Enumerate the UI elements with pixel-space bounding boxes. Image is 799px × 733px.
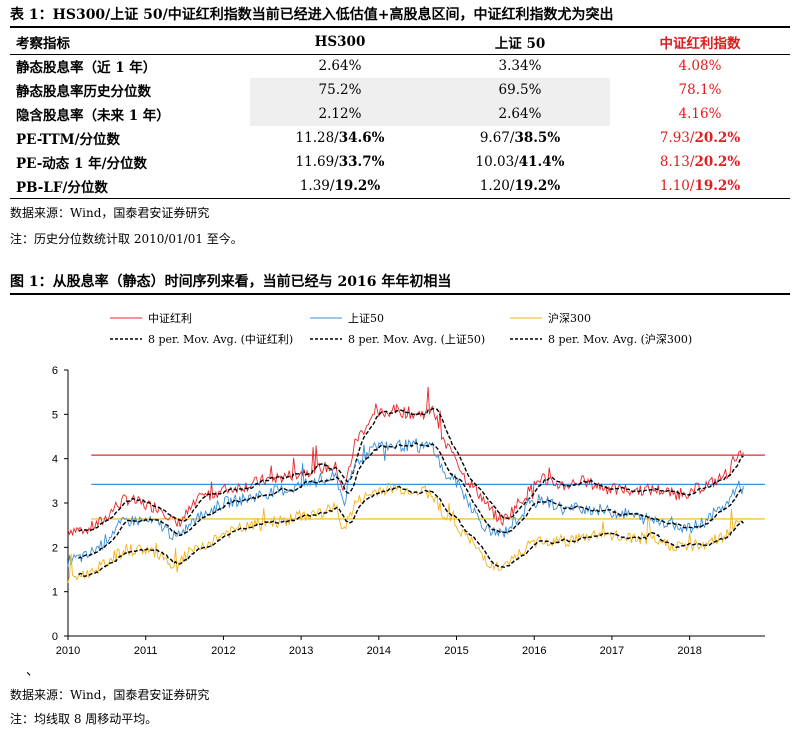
table-cell: 2.64% <box>430 102 610 126</box>
header-hs300: HS300 <box>250 30 430 55</box>
table-cell: 78.1% <box>610 78 790 102</box>
x-tick-label: 2013 <box>289 645 313 657</box>
table-cell: 11.69/33.7% <box>295 154 385 170</box>
figure-title: 图 1：从股息率（静态）时间序列来看，当前已经与 2016 年年初相当 <box>10 271 790 295</box>
row-label: 静态股息率（近 1 年） <box>16 60 157 77</box>
legend-label: 8 per. Mov. Avg. (中证红利) <box>148 333 293 346</box>
x-tick-label: 2018 <box>677 645 701 657</box>
x-tick-label: 2015 <box>444 645 468 657</box>
x-tick-label: 2011 <box>134 645 158 657</box>
table-cell: 10.03/41.4% <box>475 154 565 170</box>
table-title: 表 1：HS300/上证 50/中证红利指数当前已经进入低估值+高股息区间，中证… <box>10 4 790 28</box>
dividend-yield-chart: 0 1 2 3 4 5 6 2010 2011 2012 2013 2014 2015 2016 2017 2… <box>10 300 790 675</box>
y-tick-label: 5 <box>52 409 58 421</box>
table-cell: 2.12% <box>250 102 430 126</box>
x-tick-label: 2016 <box>522 645 546 657</box>
table-row: 隐含股息率（未来 1 年） 2.12% 2.64% 4.16% <box>10 102 790 126</box>
row-label: PB-LF/分位数 <box>10 174 250 199</box>
y-tick-label: 1 <box>52 587 58 599</box>
x-tick-label: 2012 <box>211 645 235 657</box>
chart-svg: 0 1 2 3 4 5 6 2010 2011 2012 2013 2014 2015 2016 2017 2… <box>52 311 765 657</box>
y-tick-label: 6 <box>52 365 58 377</box>
series-sz50-line <box>67 438 744 567</box>
valuation-table: 考察指标 HS300 上证 50 中证红利指数 静态股息率（近 1 年） 2.64… <box>10 30 790 199</box>
table-row: 静态股息率历史分位数 75.2% 69.5% 78.1% <box>10 78 790 102</box>
table-note: 注：历史分位数统计取 2010/01/01 至今。 <box>10 232 243 246</box>
table-row: PB-LF/分位数 1.39/19.2% 1.20/19.2% 1.10/19.2% <box>10 174 790 199</box>
y-tick-label: 2 <box>52 542 58 554</box>
table-header-row: 考察指标 HS300 上证 50 中证红利指数 <box>10 30 790 55</box>
table-cell: 8.13/20.2% <box>659 154 741 170</box>
row-label: 隐含股息率（未来 1 年） <box>16 108 170 124</box>
table-cell: 2.64% <box>318 58 362 75</box>
legend-label: 8 per. Mov. Avg. (沪深300) <box>548 332 692 346</box>
x-tick-label: 2010 <box>56 645 80 657</box>
y-tick-label: 4 <box>52 454 58 466</box>
table-cell: 9.67/38.5% <box>479 130 561 146</box>
figure-source: 数据来源：Wind，国泰君安证券研究 <box>10 688 210 702</box>
table-cell: 1.39/19.2% <box>250 174 430 199</box>
y-tick-label: 3 <box>52 498 58 510</box>
table-cell: 3.34% <box>498 58 542 75</box>
legend-label: 沪深300 <box>548 311 591 325</box>
table-cell: 7.93/20.2% <box>659 130 741 146</box>
table-cell: 75.2% <box>250 78 430 102</box>
row-label: PE-动态 1 年/分位数 <box>16 156 148 172</box>
table-row: PE-动态 1 年/分位数 11.69/33.7% 10.03/41.4% 8.13/… <box>10 150 790 174</box>
table-cell: 1.20/19.2% <box>430 174 610 199</box>
table-row: PE-TTM/分位数 11.28/34.6% 9.67/38.5% 7.93/20.2… <box>10 126 790 150</box>
x-tick-label: 2017 <box>600 645 624 657</box>
table-cell: 69.5% <box>430 78 610 102</box>
table-cell: 4.08% <box>678 58 722 75</box>
header-indicator: 考察指标 <box>10 30 250 55</box>
figure-note: 注：均线取 8 周移动平均。 <box>10 712 158 726</box>
legend-label: 上证50 <box>348 312 384 325</box>
table-cell: 1.10/19.2% <box>610 174 790 199</box>
y-tick-label: 0 <box>52 631 58 643</box>
table-cell: 4.16% <box>610 102 790 126</box>
ma-zzhl-line <box>78 407 744 532</box>
header-dividend-index: 中证红利指数 <box>610 30 790 55</box>
header-sz50: 上证 50 <box>430 30 610 55</box>
table-cell: 11.28/34.6% <box>295 130 385 146</box>
x-tick-label: 2014 <box>367 645 391 657</box>
ma-hs300-line <box>78 485 744 577</box>
legend-label: 8 per. Mov. Avg. (上证50) <box>348 333 485 346</box>
table-source: 数据来源：Wind，国泰君安证券研究 <box>10 206 210 220</box>
table-body: 静态股息率（近 1 年） 2.64% 3.34% 4.08% 静态股息率历史分位数 75.… <box>10 54 790 199</box>
stray-mark: 、 <box>26 664 40 679</box>
table-row: 静态股息率（近 1 年） 2.64% 3.34% 4.08% <box>10 54 790 78</box>
series-zzhl-line <box>67 386 744 537</box>
legend-label: 中证红利 <box>148 312 192 325</box>
row-label: PE-TTM/分位数 <box>16 132 121 148</box>
row-label: 静态股息率历史分位数 <box>16 84 151 100</box>
ma-sz50-line <box>78 441 744 559</box>
